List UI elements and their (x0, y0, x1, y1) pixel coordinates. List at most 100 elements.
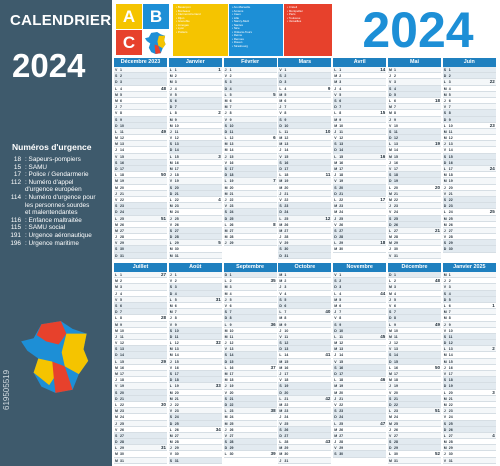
day-of-week: M (443, 440, 447, 445)
day-saint (344, 135, 380, 140)
day-number: 22 (174, 402, 179, 407)
day-row: L 18 46 (333, 377, 387, 384)
week-number: 35 (270, 278, 276, 284)
day-saint (344, 414, 380, 419)
day-number: 24 (284, 415, 289, 420)
day-of-week: D (224, 402, 228, 407)
week-number (161, 371, 167, 376)
day-saint (454, 129, 490, 134)
day-of-week: L (224, 179, 227, 184)
day-saint (344, 303, 380, 308)
mini-france-map-icon (144, 31, 166, 55)
day-number: 15 (448, 359, 453, 364)
week-number (271, 216, 277, 221)
week-number (380, 185, 386, 190)
day-of-week: L (334, 154, 337, 159)
day-of-week: M (115, 136, 118, 141)
day-number: 29 (448, 446, 453, 451)
week-number (380, 92, 386, 97)
week-number (216, 402, 222, 407)
week-number (435, 160, 441, 165)
day-saint (399, 104, 435, 109)
day-number: 21 (394, 396, 398, 401)
week-number (161, 328, 167, 333)
day-saint (344, 272, 380, 277)
day-number: 5 (394, 92, 396, 97)
day-number: 12 (394, 341, 398, 346)
day-of-week: M (334, 247, 338, 252)
day-saint (454, 297, 490, 302)
week-number (216, 371, 222, 376)
emergency-number (6, 202, 21, 210)
day-number: 29 (339, 241, 344, 246)
week-number (216, 129, 222, 134)
day-of-week: S (224, 396, 227, 401)
day-of-week: M (224, 191, 228, 196)
day-number: 3 (174, 285, 177, 290)
day-number: 26 (339, 222, 344, 227)
day-row: J 29 (168, 445, 222, 452)
day-number: 30 (284, 247, 289, 252)
day-number: 30 (339, 247, 344, 252)
day-of-week: V (169, 279, 173, 284)
week-number (380, 166, 386, 171)
week-number (216, 377, 222, 382)
day-row: M 22 (278, 402, 332, 409)
day-number: 29 (120, 241, 124, 246)
day-number: 4 (120, 86, 122, 91)
day-of-week: L (279, 310, 282, 315)
day-saint (235, 160, 271, 165)
day-saint (399, 315, 435, 320)
day-row: L 14 41 (278, 352, 332, 359)
day-of-week: V (443, 372, 447, 376)
day-saint (235, 439, 271, 444)
day-of-week: D (279, 390, 282, 395)
day-number: 5 (394, 297, 396, 302)
day-row: S 20 (114, 389, 167, 396)
day-of-week: D (389, 136, 392, 141)
day-number: 29 (394, 241, 398, 246)
week-number (490, 86, 496, 91)
day-of-week: L (389, 185, 392, 190)
week-number (380, 365, 386, 370)
day-number: 3 (394, 80, 396, 85)
day-saint (180, 322, 216, 327)
week-number (380, 315, 386, 320)
calendar-title: CALENDRIER (10, 12, 112, 29)
day-row: V 10 (388, 123, 441, 129)
day-number: 19 (229, 384, 234, 389)
day-number: 1 (120, 273, 122, 277)
day-of-week: J (443, 228, 446, 233)
header-year: 2024 (362, 2, 474, 58)
day-number: 3 (284, 80, 287, 85)
day-saint (180, 328, 216, 333)
day-of-week: M (279, 98, 283, 103)
week-number (490, 284, 496, 289)
day-of-week: M (389, 328, 392, 333)
day-number: 25 (448, 421, 453, 426)
day-number: 2 (229, 279, 232, 284)
week-number (325, 284, 331, 289)
day-of-week: M (334, 74, 338, 79)
month-octobre: Octobre M 1 M 2 J 3 V 4 S 5 D 6 L 7 40 M 8 M 9 J 10 V 11 S 12 D 13 L… (278, 263, 332, 464)
day-of-week: V (389, 80, 392, 85)
week-number (216, 309, 222, 314)
day-number: 15 (120, 359, 124, 364)
day-row: L 20 20 (388, 185, 441, 191)
day-number: 11 (394, 334, 398, 339)
day-number: 21 (174, 396, 179, 401)
day-of-week: M (334, 427, 338, 432)
day-number: 21 (174, 191, 179, 196)
zone-city: • Clermont-Ferrand (176, 12, 201, 16)
day-row: S 16 (114, 159, 167, 166)
week-number (325, 123, 331, 128)
day-saint (344, 433, 380, 438)
day-of-week: M (443, 402, 447, 407)
day-saint (399, 185, 435, 190)
